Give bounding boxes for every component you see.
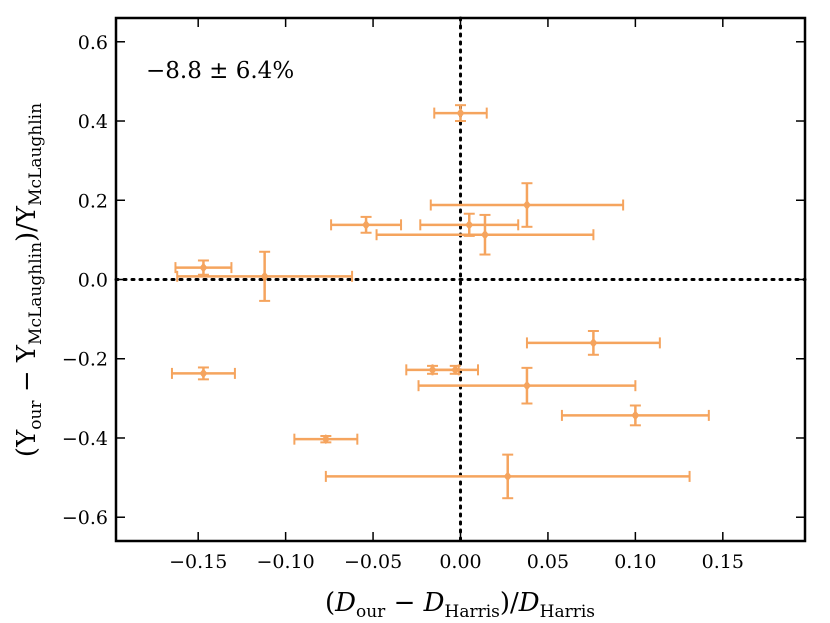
annotation-text: −8.8 ± 6.4% (146, 58, 294, 84)
data-point-9 (170, 366, 236, 381)
data-marker (465, 219, 474, 230)
data-points (170, 104, 710, 500)
data-point-7 (176, 250, 354, 302)
data-marker (199, 368, 208, 379)
data-point-2 (429, 182, 625, 228)
data-point-4 (419, 212, 520, 237)
data-point-6 (174, 259, 233, 276)
y-tick-label: −0.6 (62, 507, 108, 529)
data-marker (456, 108, 465, 119)
data-marker (362, 219, 371, 230)
data-marker (321, 434, 330, 445)
data-marker (522, 380, 531, 391)
x-tick-label: 0.00 (439, 551, 481, 573)
data-point-3 (330, 215, 403, 234)
y-tick-label: 0.0 (78, 270, 108, 292)
y-axis-label: (Υour − ΥMcLaughlin)/ΥMcLaughlin (12, 103, 46, 457)
data-marker (451, 364, 460, 375)
data-point-15 (324, 453, 691, 500)
x-axis-label: (Dour − DHarris)/DHarris (325, 588, 595, 622)
axis-ticks: −0.15 −0.10 −0.05 0.00 0.05 0.10 0.15 −0.6 −0.4 −… (62, 18, 805, 573)
data-marker (199, 262, 208, 273)
data-point-8 (525, 330, 661, 356)
x-tick-label: −0.10 (257, 551, 315, 573)
data-point-5 (375, 213, 595, 256)
data-point-11 (431, 364, 479, 376)
x-tick-label: 0.10 (614, 551, 656, 573)
data-marker (480, 229, 489, 240)
data-marker (631, 410, 640, 421)
x-tick-label: 0.15 (702, 551, 744, 573)
data-point-14 (293, 433, 359, 445)
y-tick-label: 0.2 (78, 190, 108, 212)
data-marker (522, 200, 531, 211)
y-tick-label: −0.4 (62, 428, 108, 450)
y-tick-label: 0.4 (78, 111, 108, 133)
data-marker (503, 471, 512, 482)
x-tick-label: −0.15 (169, 551, 227, 573)
x-tick-label: −0.05 (344, 551, 402, 573)
data-marker (260, 271, 269, 282)
y-tick-label: −0.2 (62, 349, 108, 371)
plot-content (114, 16, 807, 543)
x-tick-label: 0.05 (527, 551, 569, 573)
data-point-13 (560, 404, 710, 427)
data-point-1 (433, 104, 488, 123)
y-tick-label: 0.6 (78, 32, 108, 54)
data-point-12 (417, 366, 637, 405)
data-marker (589, 337, 598, 348)
